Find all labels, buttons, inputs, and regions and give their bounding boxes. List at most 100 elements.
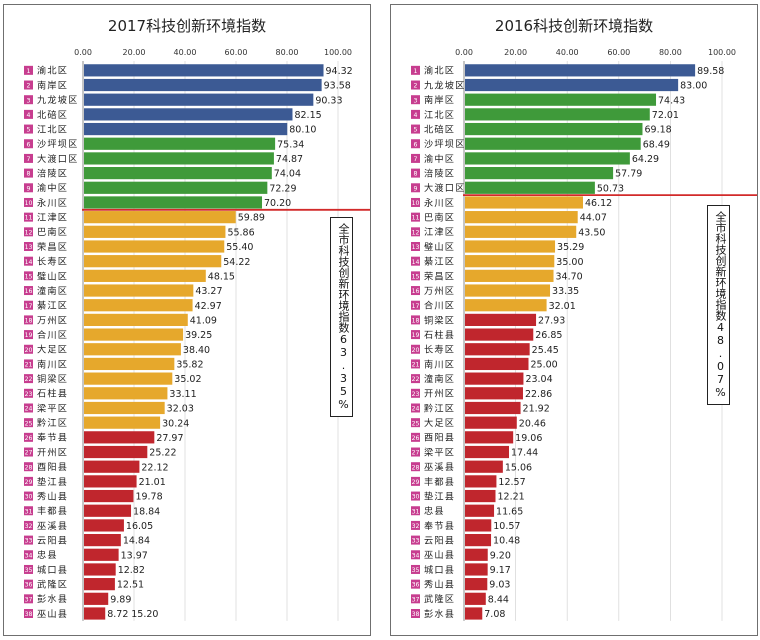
value-label: 68.49 xyxy=(643,139,670,150)
bar xyxy=(84,122,288,136)
value-label: 50.73 xyxy=(597,183,624,194)
rank-badge xyxy=(411,227,420,237)
rank-badge xyxy=(411,242,420,251)
rank-label: 30 xyxy=(25,494,33,501)
bar xyxy=(84,78,322,92)
value-label: 9.89 xyxy=(110,594,131,605)
rank-badge xyxy=(411,315,420,325)
rank-label: 17 xyxy=(25,303,33,310)
bar xyxy=(465,343,530,356)
bar xyxy=(465,240,556,253)
value-label: 83.00 xyxy=(680,81,707,92)
bar xyxy=(465,196,583,209)
rank-badge xyxy=(411,594,420,604)
value-label: 34.70 xyxy=(556,271,583,282)
rank-badge xyxy=(24,109,33,119)
category-label: 渝中区 xyxy=(424,153,455,165)
rank-badge xyxy=(411,139,420,149)
x-tick-label: 20.00 xyxy=(504,48,527,57)
rank-label: 3 xyxy=(414,97,418,104)
bar xyxy=(84,255,222,268)
category-label: 璧山区 xyxy=(424,241,455,253)
category-label: 江北区 xyxy=(424,110,455,121)
rank-label: 18 xyxy=(412,318,420,325)
bar xyxy=(465,211,578,224)
rank-label: 17 xyxy=(412,303,420,310)
category-label: 彭水县 xyxy=(37,593,68,605)
category-label: 荣昌区 xyxy=(424,270,455,282)
rank-label: 26 xyxy=(412,435,420,442)
x-tick-label: 100.00 xyxy=(324,48,352,57)
x-tick-label: 0.00 xyxy=(455,48,473,57)
bar xyxy=(465,431,514,444)
rank-badge xyxy=(24,168,33,178)
bar xyxy=(84,460,140,473)
bar xyxy=(84,489,134,503)
rank-badge xyxy=(24,374,33,384)
rank-label: 38 xyxy=(412,611,420,618)
value-label: 12.21 xyxy=(498,492,525,503)
value-label: 10.48 xyxy=(493,536,520,547)
category-label: 渝北区 xyxy=(424,65,455,77)
bar xyxy=(465,387,523,400)
value-label: 54.22 xyxy=(223,257,250,268)
rank-label: 37 xyxy=(25,596,33,603)
rank-badge xyxy=(411,403,420,413)
rank-badge xyxy=(411,124,420,134)
category-label: 云阳县 xyxy=(37,536,68,547)
value-label: 32.03 xyxy=(167,404,194,415)
bar xyxy=(465,64,696,77)
rank-label: 35 xyxy=(412,567,420,574)
value-label: 94.32 xyxy=(326,66,353,77)
value-label: 17.44 xyxy=(511,448,538,459)
rank-label: 20 xyxy=(25,347,33,354)
category-label: 綦江区 xyxy=(424,256,455,268)
bar xyxy=(84,64,324,77)
category-label: 丰都县 xyxy=(424,476,455,488)
category-label: 石柱县 xyxy=(424,329,455,341)
rank-badge xyxy=(24,139,33,149)
bar xyxy=(84,416,161,429)
bar xyxy=(84,284,194,297)
bar xyxy=(84,475,137,488)
bar xyxy=(465,122,643,136)
bar xyxy=(84,431,155,444)
rank-badge xyxy=(411,609,420,618)
category-label: 奉节县 xyxy=(37,432,68,444)
bar xyxy=(84,592,109,605)
bar xyxy=(465,445,509,459)
category-label: 彭水县 xyxy=(424,608,455,620)
value-label: 43.50 xyxy=(578,227,605,238)
rank-label: 24 xyxy=(412,406,420,413)
rank-badge xyxy=(24,95,33,105)
value-label: 55.40 xyxy=(226,242,253,253)
rank-badge xyxy=(411,550,420,560)
rank-label: 33 xyxy=(412,538,420,545)
rank-label: 36 xyxy=(25,582,33,589)
bar xyxy=(84,137,276,150)
bar xyxy=(465,78,679,92)
rank-badge xyxy=(24,550,33,560)
rank-badge xyxy=(24,256,33,266)
rank-label: 31 xyxy=(25,508,33,515)
x-tick-label: 20.00 xyxy=(123,48,146,57)
rank-badge xyxy=(411,359,420,369)
rank-badge xyxy=(24,271,33,281)
category-label: 巫溪县 xyxy=(424,461,455,473)
rank-label: 13 xyxy=(25,244,33,251)
category-label: 云阳县 xyxy=(424,536,455,547)
category-label: 黔江区 xyxy=(424,402,455,414)
rank-label: 12 xyxy=(25,229,33,236)
category-label: 秀山县 xyxy=(37,490,68,502)
category-label: 永川区 xyxy=(424,197,455,209)
rank-badge xyxy=(411,65,420,75)
category-label: 巴南区 xyxy=(424,212,455,224)
category-label: 大渡口区 xyxy=(424,182,466,194)
value-label: 74.87 xyxy=(276,154,303,165)
category-label: 丰都县 xyxy=(37,505,68,517)
bars: 1 渝北区 89.58 2 九龙坡区 83.00 3 南岸区 74.43 4 江北区 72.01 5 北碚… xyxy=(411,64,724,620)
bar xyxy=(84,504,132,517)
category-label: 巫山县 xyxy=(424,550,455,561)
rank-label: 30 xyxy=(412,494,420,501)
rank-label: 16 xyxy=(412,288,420,295)
